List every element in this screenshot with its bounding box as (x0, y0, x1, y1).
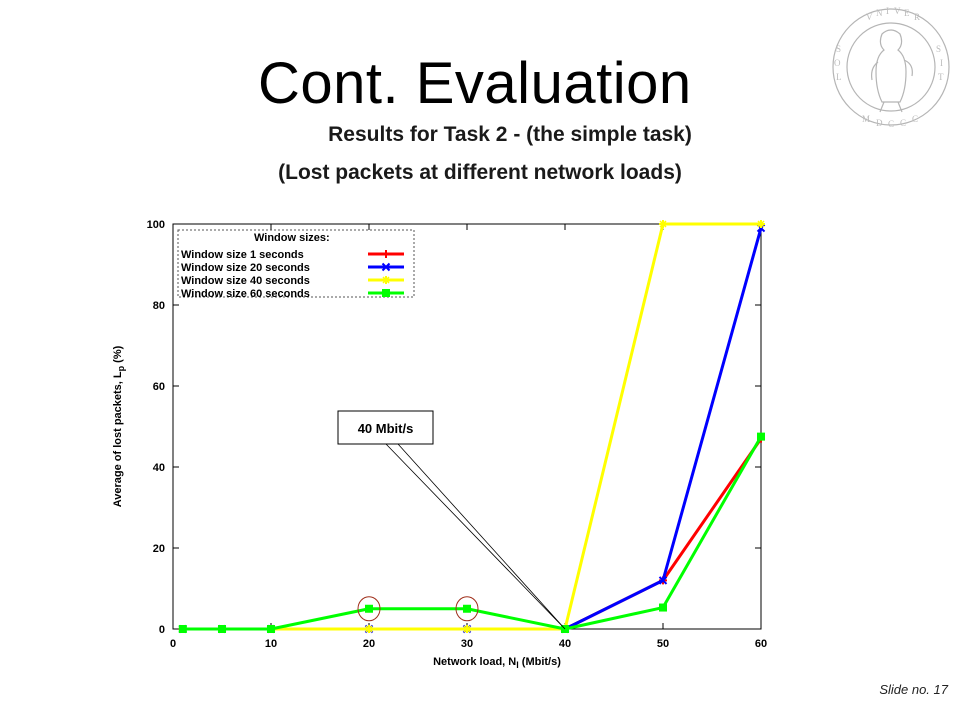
series-4-point (365, 604, 373, 613)
y-tick-label: 80 (153, 300, 165, 312)
series-line-4 (182, 435, 763, 631)
legend-entry-label: Window size 1 seconds (181, 249, 304, 261)
lost-packets-chart: 0 20 40 60 80 100 0 10 20 30 40 50 60 Network load, N… (112, 219, 767, 670)
svg-text:S: S (836, 44, 841, 54)
svg-text:D: D (876, 118, 883, 128)
x-tick-label: 10 (265, 638, 277, 650)
legend-entry-marker (382, 289, 390, 297)
y-tick-label: 40 (153, 462, 165, 474)
series-line-1 (182, 437, 763, 631)
legend-entry-label: Window size 20 seconds (181, 262, 310, 274)
series-3-point (757, 220, 765, 228)
x-tick-label: 40 (559, 638, 571, 650)
series-4-point (218, 625, 226, 633)
legend-title: Window sizes: (254, 232, 330, 244)
svg-text:L: L (836, 72, 842, 82)
callout-box (337, 410, 434, 445)
legend-entry-marker (382, 250, 390, 258)
legend-entry-label: Window size 40 seconds (181, 275, 310, 287)
x-tick-label: 0 (170, 638, 176, 650)
svg-text:O: O (834, 58, 841, 68)
y-tick-label: 20 (153, 543, 165, 555)
y-tick-label: 100 (147, 219, 165, 231)
series-4-point (659, 603, 667, 612)
svg-text:M: M (862, 114, 870, 124)
series-4-point (757, 432, 765, 441)
series-3-point (463, 625, 471, 633)
legend-entry-marker (382, 276, 390, 284)
series-4-point (267, 625, 275, 633)
svg-text:I: I (886, 6, 889, 16)
svg-text:C: C (888, 119, 894, 129)
x-tick-label: 60 (755, 638, 767, 650)
series-2-point (658, 576, 668, 585)
legend-entry-marker (381, 262, 391, 272)
svg-text:E: E (904, 8, 910, 18)
highlight-circle (455, 596, 479, 622)
legend-box (177, 229, 415, 298)
slide-number: Slide no. 17 (879, 682, 948, 697)
x-tick-label: 50 (657, 638, 669, 650)
series-3-point (365, 625, 373, 633)
legend-entry-label: Window size 60 seconds (181, 288, 310, 300)
x-axis-label: Network load, Nl (Mbit/s) (433, 656, 561, 670)
highlight-circle (357, 596, 381, 622)
svg-text:C: C (900, 118, 906, 128)
callout-label: 40 Mbit/s (358, 421, 414, 436)
y-axis-label: Average of lost packets, Lp (%) (112, 345, 126, 507)
y-tick-label: 60 (153, 381, 165, 393)
svg-text:C: C (912, 114, 918, 124)
svg-text:T: T (938, 72, 944, 82)
slide-subtitle-description: (Lost packets at different network loads… (278, 161, 682, 184)
svg-text:S: S (936, 44, 941, 54)
svg-text:I: I (940, 58, 943, 68)
svg-text:R: R (914, 12, 920, 22)
series-4-point (463, 604, 471, 613)
series-3-point (659, 220, 667, 228)
x-tick-label: 30 (461, 638, 473, 650)
x-tick-label: 20 (363, 638, 375, 650)
slide-subtitle-task: Results for Task 2 - (the simple task) (328, 123, 692, 146)
y-tick-label: 0 (159, 624, 165, 636)
series-4-point (178, 625, 187, 633)
svg-text:V: V (866, 12, 873, 22)
svg-text:V: V (894, 6, 901, 16)
svg-text:N: N (876, 8, 883, 18)
slide-title: Cont. Evaluation (258, 51, 692, 116)
